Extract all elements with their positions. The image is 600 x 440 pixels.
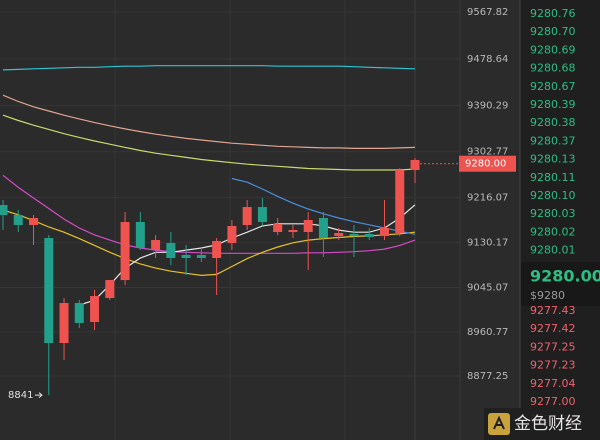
ask-price: 9280.69: [530, 43, 576, 56]
y-tick-label: 9390.29: [467, 101, 508, 112]
ask-price: 9280.38: [530, 116, 576, 129]
ask-price: 9280.39: [530, 98, 576, 111]
y-tick-label: 9130.17: [467, 238, 508, 249]
candle-body: [349, 234, 359, 237]
candle-body: [318, 217, 328, 239]
bid-price: 9277.42: [530, 322, 576, 335]
candle-body: [288, 230, 298, 233]
y-tick-label: 9045.07: [467, 283, 508, 294]
candle-body: [273, 224, 283, 233]
candle-body: [364, 234, 374, 238]
ask-price: 9280.01: [530, 244, 576, 257]
candle-body: [59, 303, 69, 344]
ask-price: 9280.37: [530, 134, 576, 147]
last-price: 9280.00: [530, 267, 600, 286]
candle-body: [380, 228, 389, 237]
candle-body: [242, 207, 252, 226]
current-price-label: 9280.00: [465, 159, 506, 170]
candle-body: [257, 207, 267, 223]
ask-price: 9280.03: [530, 207, 576, 220]
candle-body: [90, 296, 100, 322]
candle-body: [334, 233, 344, 237]
ask-price: 9280.70: [530, 25, 576, 38]
watermark-logo-mark: [493, 415, 505, 430]
candle-body: [395, 170, 405, 234]
candle-body: [303, 220, 313, 233]
bid-price: 9277.04: [530, 377, 576, 390]
low-marker-label: 8841: [8, 390, 33, 401]
ask-price: 9280.11: [530, 171, 576, 184]
moving-average: [2, 114, 416, 171]
candle-body: [212, 241, 222, 259]
bid-price: 9277.43: [530, 304, 576, 317]
candle-body: [74, 303, 84, 323]
candle-body: [196, 254, 206, 259]
ask-price: 9280.76: [530, 7, 576, 20]
ask-price: 9280.68: [530, 62, 576, 75]
candle-body: [105, 280, 115, 299]
moving-average: [2, 94, 416, 149]
current-price-tag: [459, 155, 516, 172]
candle-body: [135, 222, 145, 248]
ask-price: 9280.13: [530, 153, 576, 166]
candles: [0, 158, 420, 396]
ask-price: 9280.10: [530, 189, 576, 202]
candle-body: [410, 160, 420, 171]
moving-average: [2, 209, 416, 277]
ask-price: 9280.67: [530, 80, 576, 93]
last-price-box: [521, 262, 600, 306]
candle-body: [151, 240, 161, 250]
moving-average: [79, 204, 416, 306]
bid-price: 9277.25: [530, 340, 576, 353]
price-axis: 9567.82 9478.64 9390.29 9302.77 9216.07 9130.…: [467, 7, 508, 382]
candle-body: [181, 254, 191, 259]
ask-price: 9280.02: [530, 225, 576, 238]
moving-average: [2, 65, 416, 71]
y-tick-label: 9302.77: [467, 147, 508, 158]
watermark: 金色财经: [514, 414, 582, 434]
candle-body: [0, 205, 8, 215]
bid-price: 9277.23: [530, 359, 576, 372]
candle-body: [166, 243, 176, 259]
y-tick-label: 9567.82: [467, 7, 508, 18]
candle-body: [120, 222, 130, 281]
bid-price: 9277.00: [530, 395, 576, 408]
y-tick-label: 8877.25: [467, 371, 508, 382]
order-book: 9280.76 9280.70 9280.69 9280.68 9280.67 9280.…: [530, 7, 576, 426]
moving-averages: [2, 65, 416, 306]
moving-average: [2, 174, 416, 254]
candle-body: [29, 217, 39, 226]
order-book-background: [520, 0, 600, 440]
candle-body: [13, 214, 23, 226]
low-marker-arrow: [35, 392, 43, 398]
candle-body: [227, 226, 237, 244]
last-price-usd: $9280: [530, 289, 565, 302]
y-tick-label: 9216.07: [467, 192, 508, 203]
y-tick-label: 9478.64: [467, 54, 508, 65]
candle-body: [44, 238, 54, 344]
y-tick-label: 8960.77: [467, 327, 508, 338]
